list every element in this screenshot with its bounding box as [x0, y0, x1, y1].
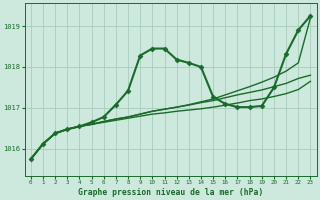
X-axis label: Graphe pression niveau de la mer (hPa): Graphe pression niveau de la mer (hPa): [78, 188, 263, 197]
